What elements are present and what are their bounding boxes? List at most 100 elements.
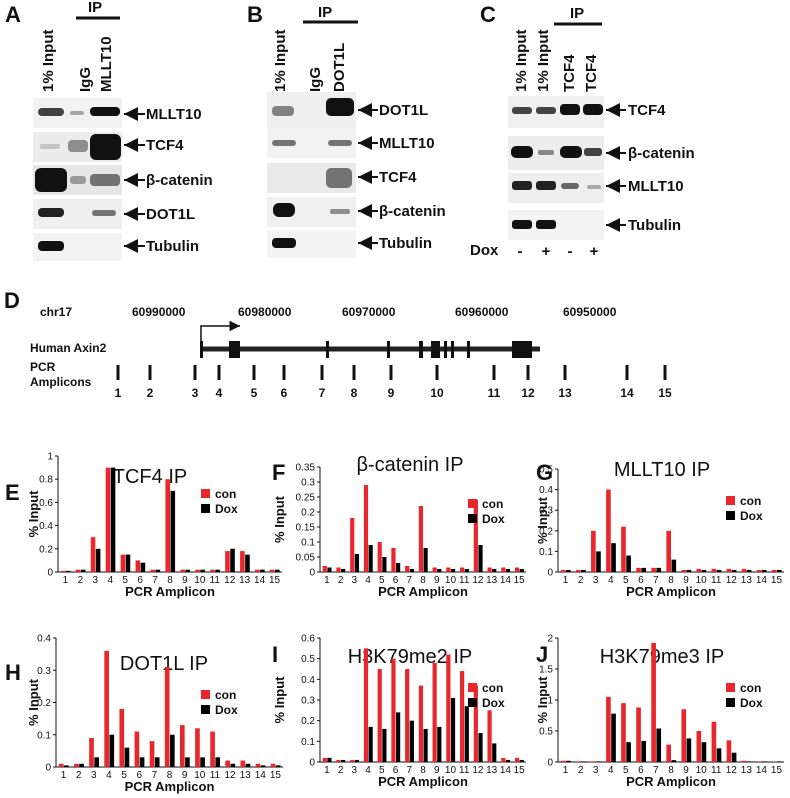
amplicon-marker	[116, 365, 120, 380]
bar-dox	[200, 757, 205, 767]
bar-dox	[200, 569, 205, 572]
bar-dox	[761, 569, 767, 572]
legend-swatch	[201, 690, 210, 699]
x-tick-label: 1	[61, 770, 67, 781]
y-tick-label: 0.1	[539, 547, 553, 558]
exon	[512, 341, 532, 358]
bar-dox	[341, 569, 346, 572]
band-label-c-3: MLLT10	[628, 178, 684, 195]
x-tick-label: 14	[255, 770, 267, 781]
bar-con	[363, 648, 369, 762]
dox-sign-4: +	[590, 243, 599, 260]
bar-con	[771, 761, 777, 762]
y-tick-label: 0.35	[296, 463, 316, 474]
y-axis-label: % Input	[26, 678, 41, 726]
x-tick-label: 9	[434, 575, 440, 586]
y-tick-label: 0	[47, 568, 53, 579]
panel-letter-h: H	[5, 660, 21, 685]
bar-dox	[450, 569, 456, 572]
bar-dox	[437, 569, 442, 572]
band	[272, 106, 294, 116]
panel-c: C IP 1% Input 1% Input TCF4 TCF4 TCF4 β-…	[470, 2, 695, 260]
y-tick-label: 0	[547, 758, 553, 769]
band	[511, 146, 533, 158]
amplicon-number: 10	[430, 386, 444, 400]
bar-dox	[154, 757, 160, 767]
band	[70, 176, 86, 184]
bar-con	[741, 568, 747, 572]
bar-dox	[478, 545, 483, 572]
band	[273, 203, 295, 217]
x-tick-label: 3	[352, 575, 358, 586]
bar-con	[575, 569, 581, 572]
bar-con	[560, 760, 566, 762]
bar-dox	[626, 555, 631, 572]
x-tick-label: 10	[194, 575, 206, 586]
bar-con	[711, 721, 717, 762]
y-tick-label: 0.3	[301, 478, 315, 489]
lane-label-b-3: DOT1L	[331, 43, 348, 92]
bar-dox	[409, 720, 414, 762]
bar-dox	[94, 757, 99, 767]
band	[536, 220, 556, 229]
bar-dox	[716, 748, 722, 762]
band-label-c-4: Tubulin	[628, 217, 681, 234]
bar-con	[446, 654, 451, 762]
legend-label: Dox	[482, 696, 505, 710]
bar-con	[666, 530, 671, 572]
band	[35, 168, 67, 192]
x-tick-label: 13	[741, 765, 753, 776]
exon	[451, 341, 454, 358]
dox-sign-3: -	[568, 243, 573, 260]
coordinate-3: 60970000	[342, 305, 396, 319]
exon	[467, 341, 470, 358]
bar-con	[391, 548, 396, 572]
amplicon-marker	[320, 365, 324, 380]
amplicon-number: 7	[319, 386, 326, 400]
y-tick-label: 0.6	[39, 498, 53, 509]
bar-con	[473, 685, 478, 762]
x-tick-label: 9	[434, 765, 440, 776]
band	[538, 150, 554, 155]
x-tick-label: 10	[696, 575, 708, 586]
bar-con	[501, 757, 506, 762]
chart-title: TCF4 IP	[113, 466, 187, 488]
band	[38, 208, 64, 217]
bar-dox	[701, 569, 707, 572]
bar-dox	[641, 740, 646, 762]
tss-arrow	[200, 320, 240, 345]
amplicon-number: 12	[521, 386, 535, 400]
bar-dox	[125, 554, 131, 572]
band	[70, 111, 84, 115]
legend-label: Dox	[482, 512, 505, 526]
band-label-a-4: DOT1L	[146, 206, 195, 223]
bar-con	[696, 568, 702, 572]
panel-d: D chr17 60990000 60980000 60970000 60960…	[4, 288, 672, 400]
x-tick-label: 11	[711, 575, 722, 586]
bar-con	[225, 760, 231, 767]
y-axis-label: % Input	[535, 496, 550, 544]
bar-dox	[581, 761, 586, 762]
band	[512, 220, 532, 229]
bar-con	[756, 761, 762, 762]
band	[90, 107, 120, 116]
exon	[229, 341, 240, 358]
dox-sign-1: -	[518, 243, 523, 260]
y-tick-label: 0	[309, 568, 315, 579]
y-tick-label: 0.6	[301, 634, 315, 645]
y-tick-label: 0.1	[301, 737, 315, 748]
legend-label: con	[215, 487, 236, 501]
lane-label-b-2: IgG	[307, 67, 324, 92]
bar-dox	[596, 761, 601, 762]
bar-con	[418, 506, 423, 572]
amplicon-marker	[563, 365, 567, 380]
x-tick-label: 2	[578, 575, 584, 586]
chromosome-label: chr17	[40, 305, 72, 319]
amplicon-number: 4	[216, 386, 223, 400]
bar-dox	[450, 697, 456, 762]
bar-dox	[701, 742, 707, 762]
bar-dox	[716, 569, 722, 572]
bar-dox	[519, 569, 524, 572]
amplicon-marker	[526, 365, 530, 380]
